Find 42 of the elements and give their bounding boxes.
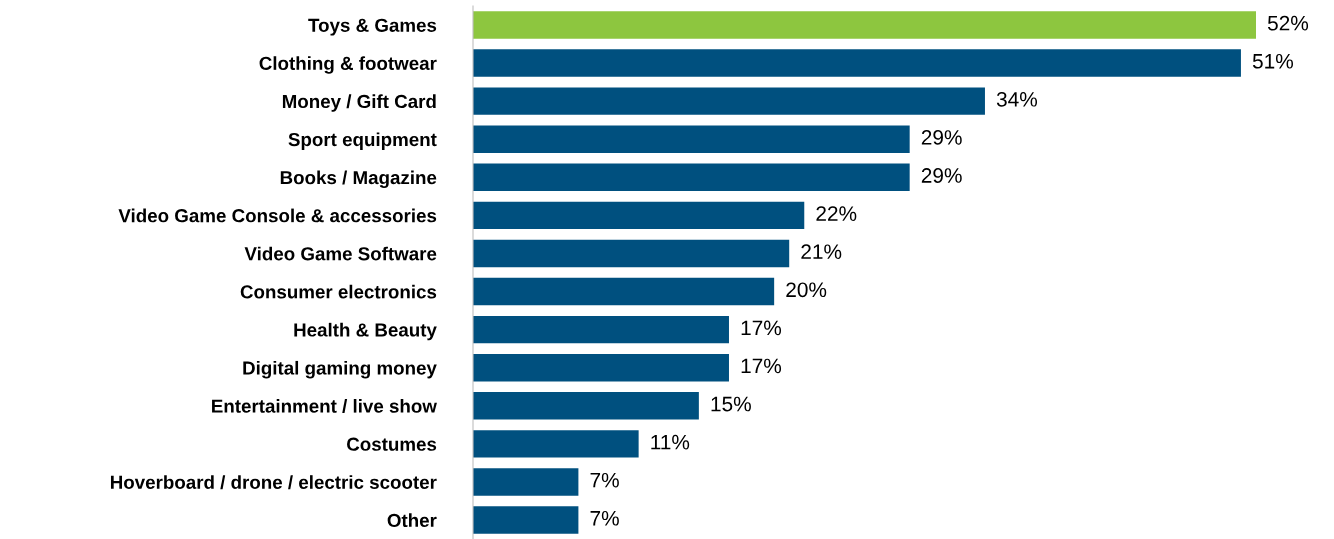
data-label: 17%	[741, 320, 782, 336]
bar	[473, 392, 699, 420]
data-label: 52%	[1267, 15, 1309, 31]
data-label: 22%	[816, 206, 857, 221]
data-label: 29%	[921, 130, 962, 145]
bar	[473, 125, 910, 153]
data-label: 15%	[711, 396, 751, 412]
bar	[473, 239, 790, 268]
data-label: 7%	[590, 472, 619, 488]
bar	[473, 277, 775, 306]
y-tick-label: Money / Gift Card	[282, 94, 436, 112]
y-tick-label: Digital gaming money	[243, 360, 437, 379]
bar	[473, 430, 639, 458]
y-tick-label: Consumer electronics	[240, 284, 437, 299]
data-label: 17%	[741, 358, 782, 374]
data-label: 20%	[786, 282, 827, 298]
y-tick-label: Clothing & footwear	[259, 56, 437, 74]
y-tick-label: Health & Beauty	[294, 322, 437, 341]
bar	[473, 49, 1241, 77]
bar	[473, 315, 729, 344]
data-label: 34%	[996, 91, 1038, 107]
bar	[473, 201, 805, 230]
bar	[473, 506, 579, 534]
y-tick-label: Entertainment / live show	[212, 399, 437, 413]
data-label: 11%	[651, 434, 690, 450]
y-tick-label: Toys & Games	[308, 18, 437, 36]
y-tick-label: Other	[387, 513, 437, 528]
y-tick-label: Hoverboard / drone / electric scooter	[110, 475, 437, 490]
y-tick-label: Video Game Console & accessories	[118, 208, 437, 223]
y-tick-label: Video Game Software	[244, 246, 437, 261]
bar	[473, 468, 579, 496]
y-tick-label: Sport equipment	[288, 132, 437, 150]
bar	[473, 11, 1256, 39]
data-label: 21%	[801, 244, 842, 259]
data-label: 29%	[921, 168, 962, 183]
y-tick-label: Costumes	[347, 437, 437, 451]
bar	[473, 354, 729, 382]
data-label: 7%	[590, 510, 619, 526]
data-label: 51%	[1252, 53, 1294, 69]
bar	[473, 87, 985, 115]
y-tick-label: Books / Magazine	[280, 170, 437, 189]
bar	[473, 163, 910, 191]
